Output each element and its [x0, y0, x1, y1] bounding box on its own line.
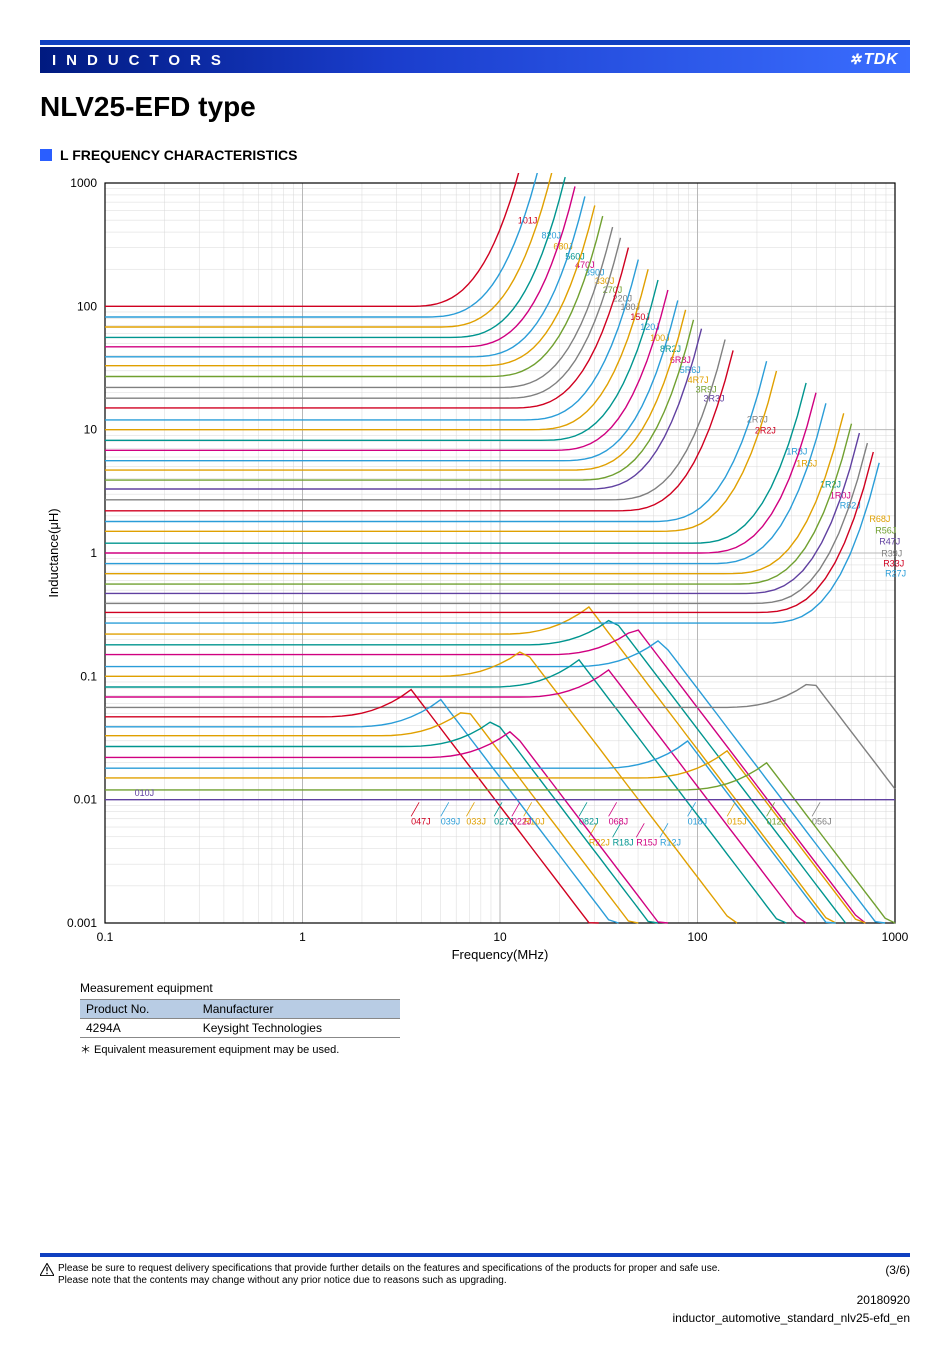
svg-text:0.1: 0.1	[97, 930, 114, 944]
footer-page-number: (3/6)	[885, 1263, 910, 1277]
measurement-block: Measurement equipment Product No. Manufa…	[80, 981, 910, 1057]
svg-text:Inductance(μH): Inductance(μH)	[46, 508, 61, 597]
svg-text:101J: 101J	[518, 216, 538, 226]
svg-text:R33J: R33J	[883, 559, 904, 569]
section-heading: L FREQUENCY CHARACTERISTICS	[40, 147, 910, 163]
svg-text:1: 1	[90, 546, 97, 560]
svg-text:R47J: R47J	[879, 536, 900, 546]
svg-text:0.01: 0.01	[74, 793, 98, 807]
measurement-title: Measurement equipment	[80, 981, 910, 995]
svg-text:820J: 820J	[542, 231, 562, 241]
cell-manufacturer: Keysight Technologies	[197, 1019, 400, 1038]
footer-doc-id: inductor_automotive_standard_nlv25-efd_e…	[40, 1311, 910, 1325]
header-bar: INDUCTORS ✲TDK	[40, 47, 910, 73]
svg-text:015J: 015J	[727, 816, 747, 826]
svg-text:R18J: R18J	[613, 837, 634, 847]
svg-text:047J: 047J	[411, 816, 431, 826]
svg-text:010J: 010J	[135, 788, 155, 798]
footer-band	[40, 1253, 910, 1257]
category-label: INDUCTORS	[52, 52, 231, 69]
page-title: NLV25-EFD type	[40, 91, 910, 123]
table-header-row: Product No. Manufacturer	[80, 1000, 400, 1019]
measurement-footnote: ＊ Equivalent measurement equipment may b…	[80, 1041, 910, 1057]
header-accent-band	[40, 40, 910, 45]
svg-text:039J: 039J	[441, 816, 461, 826]
svg-text:0.1: 0.1	[80, 669, 97, 683]
section-label: L FREQUENCY CHARACTERISTICS	[60, 147, 298, 163]
cell-product-no: 4294A	[80, 1019, 197, 1038]
section-bullet	[40, 149, 52, 161]
col-manufacturer: Manufacturer	[197, 1000, 400, 1019]
svg-text:1000: 1000	[882, 930, 909, 944]
warning-icon	[40, 1263, 54, 1276]
footer-date: 20180920	[40, 1293, 910, 1307]
svg-text:068J: 068J	[609, 816, 629, 826]
footer: Please be sure to request delivery speci…	[40, 1253, 910, 1325]
svg-text:Frequency(MHz): Frequency(MHz)	[452, 947, 549, 962]
svg-text:033J: 033J	[466, 816, 486, 826]
svg-text:018J: 018J	[688, 816, 708, 826]
svg-text:R56J: R56J	[875, 525, 896, 535]
svg-text:022J: 022J	[512, 816, 532, 826]
svg-text:012J: 012J	[767, 816, 787, 826]
svg-text:R15J: R15J	[636, 837, 657, 847]
svg-text:056J: 056J	[812, 816, 832, 826]
svg-text:1R8J: 1R8J	[786, 446, 807, 456]
svg-text:10: 10	[84, 423, 98, 437]
svg-text:100: 100	[687, 930, 707, 944]
svg-text:027J: 027J	[494, 816, 514, 826]
brand-text: TDK	[864, 51, 898, 68]
svg-text:R68J: R68J	[869, 514, 890, 524]
svg-text:4R7J: 4R7J	[688, 375, 709, 385]
svg-text:R39J: R39J	[881, 549, 902, 559]
svg-text:1: 1	[299, 930, 306, 944]
svg-text:R27J: R27J	[885, 568, 906, 578]
measurement-table: Product No. Manufacturer 4294A Keysight …	[80, 999, 400, 1038]
col-product-no: Product No.	[80, 1000, 197, 1019]
l-frequency-chart: 0.1 1 10 100 1000 0.001 0.01 0.1 1 10 100 1000 Frequ…	[40, 173, 910, 963]
footer-warning-text: Please be sure to request delivery speci…	[58, 1263, 875, 1287]
svg-text:0.001: 0.001	[67, 916, 97, 930]
svg-text:100: 100	[77, 299, 97, 313]
chart-svg: 0.1 1 10 100 1000 0.001 0.01 0.1 1 10 100 1000 Frequ…	[40, 173, 910, 963]
svg-text:10: 10	[493, 930, 507, 944]
svg-text:1000: 1000	[70, 176, 97, 190]
brand-logo: ✲TDK	[849, 51, 898, 69]
tdk-logo-mark: ✲	[849, 51, 861, 68]
table-row: 4294A Keysight Technologies	[80, 1019, 400, 1038]
